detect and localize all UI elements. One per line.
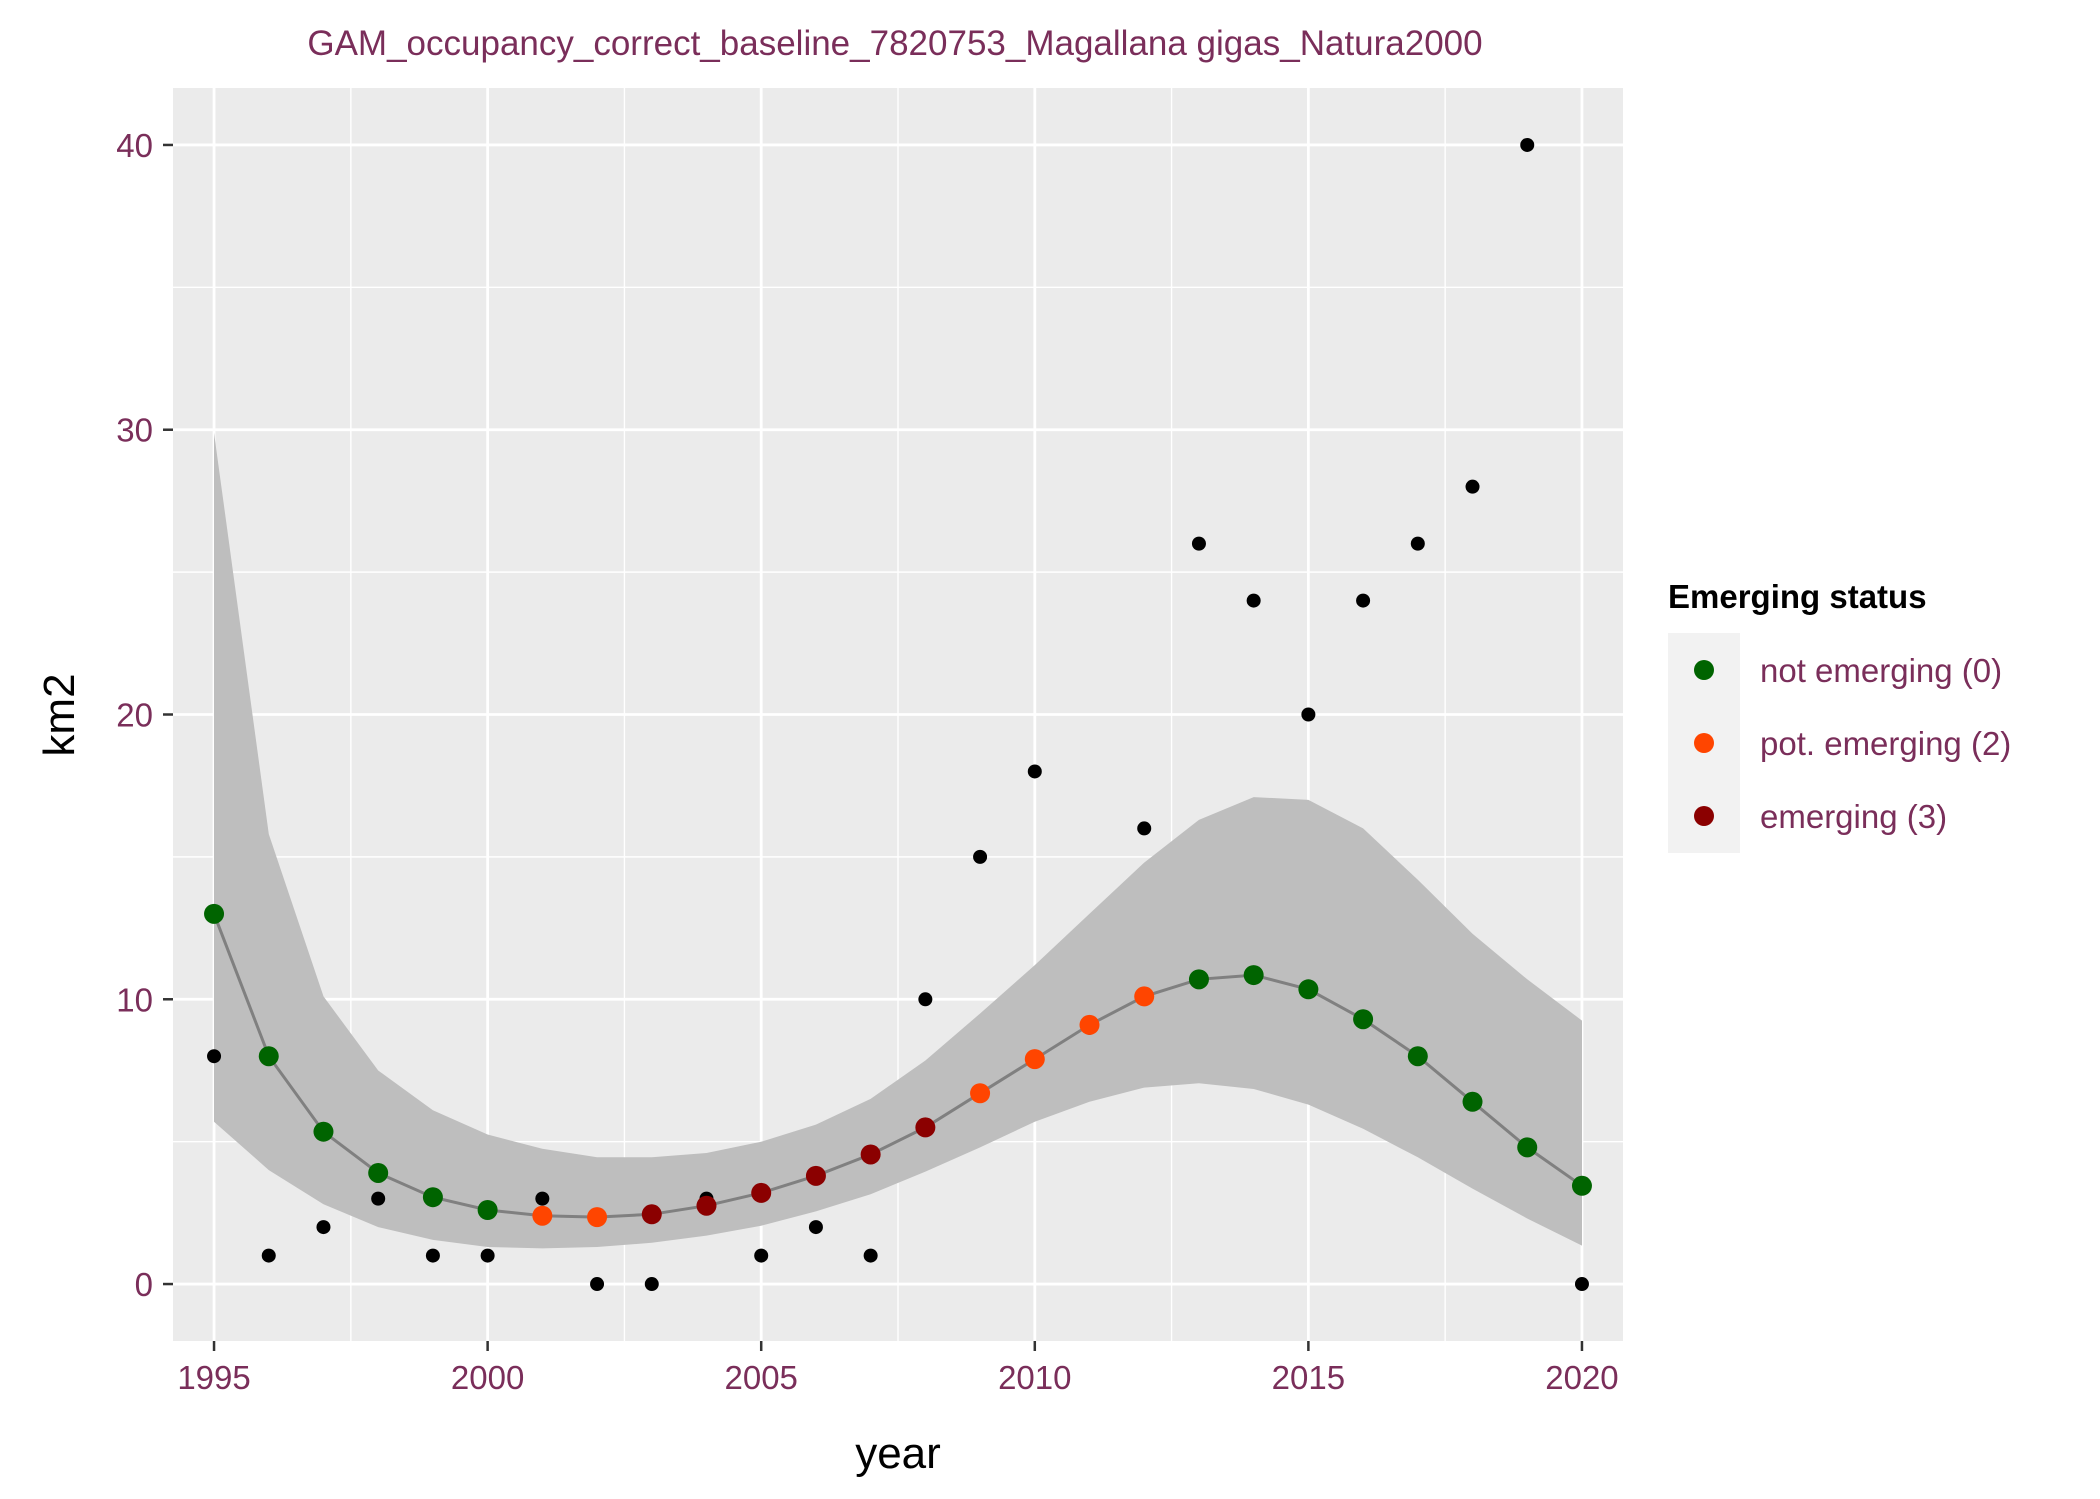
observed-point — [535, 1191, 550, 1206]
fitted-point — [915, 1117, 936, 1138]
x-tick-label: 2010 — [998, 1359, 1071, 1396]
fitted-point — [1517, 1137, 1538, 1158]
fitted-point — [477, 1200, 498, 1221]
fitted-point — [1462, 1091, 1483, 1112]
fitted-point — [587, 1207, 608, 1228]
fitted-point — [1353, 1009, 1374, 1030]
legend: Emerging status not emerging (0) pot. eme… — [1668, 578, 2011, 853]
x-tick-label: 2020 — [1545, 1359, 1618, 1396]
y-axis-ticks: 0 10 20 30 40 — [116, 127, 173, 1303]
fitted-point — [1571, 1175, 1592, 1196]
observed-point — [316, 1220, 331, 1235]
x-tick-label: 2015 — [1272, 1359, 1345, 1396]
observed-point — [754, 1248, 769, 1263]
legend-label: pot. emerging (2) — [1760, 725, 2011, 762]
observed-point — [1246, 593, 1261, 608]
fitted-point — [1188, 969, 1209, 990]
x-axis-title: year — [855, 1429, 941, 1478]
fitted-point — [1407, 1046, 1428, 1067]
observed-point — [1137, 821, 1152, 836]
observed-point — [371, 1191, 386, 1206]
fitted-point — [204, 903, 225, 924]
y-axis-title: km2 — [35, 673, 84, 756]
observed-points — [207, 137, 1589, 1292]
observed-point — [207, 1049, 222, 1064]
observed-point — [918, 992, 933, 1007]
fitted-point — [1079, 1014, 1100, 1035]
observed-point — [1301, 707, 1316, 722]
fitted-point — [1024, 1049, 1045, 1070]
fitted-point — [368, 1162, 389, 1183]
observed-point — [644, 1277, 659, 1292]
legend-key — [1694, 733, 1714, 753]
observed-point — [1191, 536, 1206, 551]
observed-point — [1520, 137, 1535, 152]
observed-point — [590, 1277, 605, 1292]
y-tick-label: 30 — [116, 412, 153, 449]
observed-point — [1574, 1277, 1589, 1292]
fitted-point — [860, 1144, 881, 1165]
x-tick-label: 2005 — [724, 1359, 797, 1396]
y-tick-label: 20 — [116, 697, 153, 734]
y-tick-label: 10 — [116, 981, 153, 1018]
legend-label: not emerging (0) — [1760, 652, 2002, 689]
fitted-point — [258, 1046, 279, 1067]
fitted-point — [970, 1083, 991, 1104]
fitted-points — [204, 903, 1592, 1228]
observed-point — [480, 1248, 495, 1263]
observed-point — [1465, 479, 1480, 494]
legend-key — [1694, 806, 1714, 826]
fitted-point — [641, 1204, 662, 1225]
observed-point — [261, 1248, 276, 1263]
legend-entries: not emerging (0) pot. emerging (2) emergin… — [1694, 652, 2011, 835]
y-tick-label: 40 — [116, 127, 153, 164]
fitted-point — [422, 1187, 443, 1208]
observed-point — [1356, 593, 1371, 608]
fitted-point — [1243, 965, 1264, 986]
observed-point — [1410, 536, 1425, 551]
legend-title: Emerging status — [1668, 578, 1927, 615]
x-tick-label: 2000 — [451, 1359, 524, 1396]
fitted-point — [696, 1195, 717, 1216]
fitted-point — [1134, 986, 1155, 1007]
fitted-point — [313, 1121, 334, 1142]
observed-point — [973, 849, 988, 864]
confidence-ribbon — [214, 432, 1582, 1249]
fitted-point — [805, 1165, 826, 1186]
observed-point — [808, 1220, 823, 1235]
observed-point — [863, 1248, 878, 1263]
legend-label: emerging (3) — [1760, 798, 1947, 835]
chart-title: GAM_occupancy_correct_baseline_7820753_M… — [307, 24, 1482, 63]
legend-key — [1694, 660, 1714, 680]
x-tick-label: 1995 — [177, 1359, 250, 1396]
y-tick-label: 0 — [135, 1266, 153, 1303]
fitted-point — [532, 1205, 553, 1226]
fitted-point — [751, 1182, 772, 1203]
fitted-point — [1298, 979, 1319, 1000]
observed-point — [1027, 764, 1042, 779]
observed-point — [425, 1248, 440, 1263]
x-axis-ticks: 1995 2000 2005 2010 2015 2020 — [177, 1341, 1619, 1396]
